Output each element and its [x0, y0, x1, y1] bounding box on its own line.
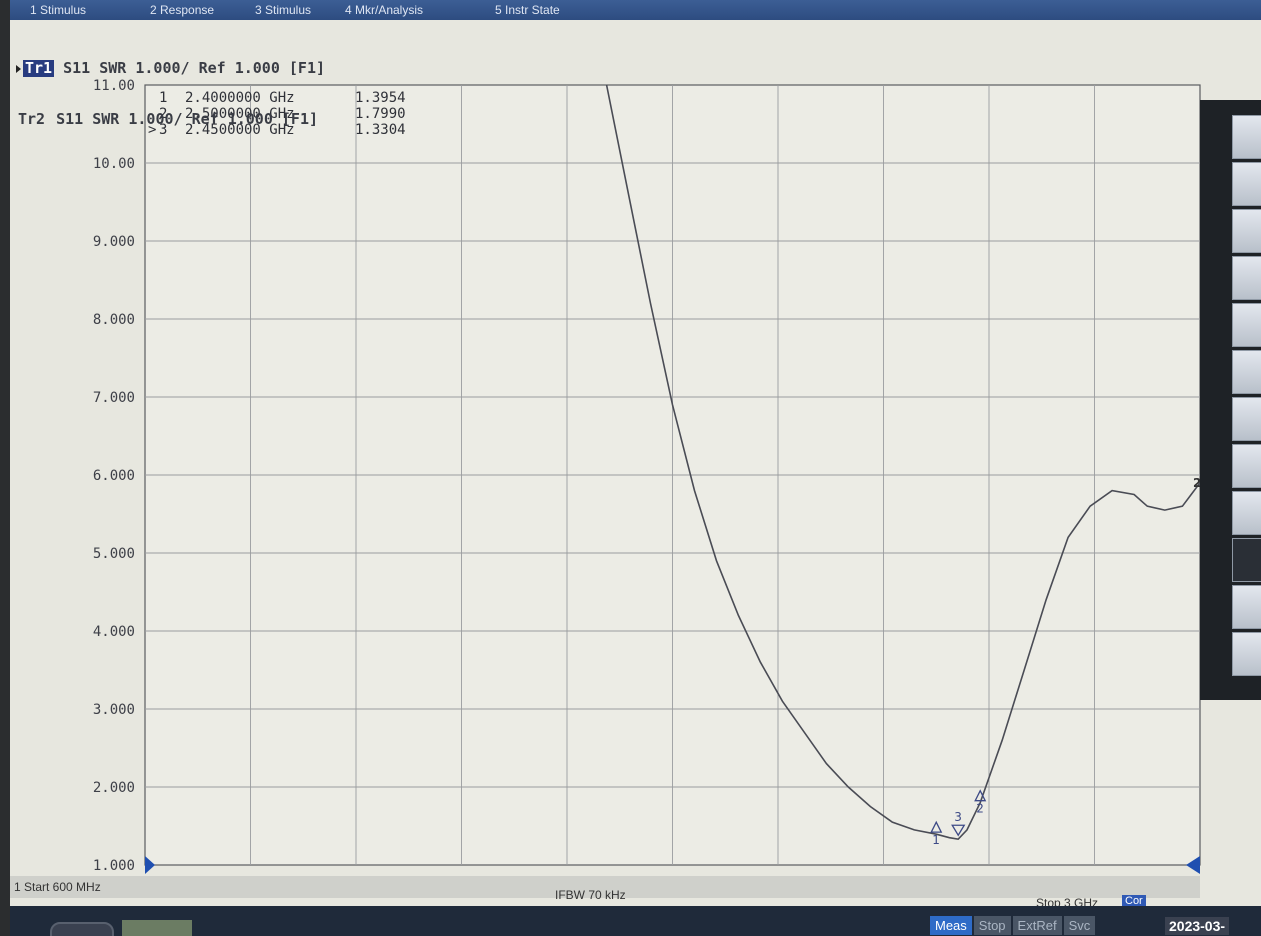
trace-label: Tr2 [18, 110, 46, 128]
softkey-2[interactable] [1232, 162, 1261, 206]
marker-table-value: 1.3304 [355, 122, 406, 138]
menu-item-response[interactable]: 2 Response [150, 3, 215, 17]
marker-table-id[interactable]: 2 [159, 106, 167, 122]
softkey-3[interactable] [1232, 209, 1261, 253]
marker-table-frequency: 2.5000000 GHz [185, 106, 295, 122]
marker-table-frequency: 2.4500000 GHz [185, 122, 295, 138]
y-tick-label: 4.000 [93, 624, 135, 640]
trace-header-tr2[interactable]: Tr2 S11 SWR 1.000/ Ref 1.000 [F1] [16, 111, 325, 128]
trace-format: SWR [92, 110, 120, 128]
marker-table-id[interactable]: 1 [159, 90, 167, 106]
y-tick-label: 9.000 [93, 234, 135, 250]
menu-item-instr-state[interactable]: 5 Instr State [495, 3, 560, 17]
softkey-4[interactable] [1232, 256, 1261, 300]
correction-badge: Cor [1122, 895, 1146, 907]
menu-bar: 1 Stimulus 2 Response 3 Stimulus 4 Mkr/A… [10, 0, 1261, 20]
trace-param: S11 [56, 110, 84, 128]
softkey-8[interactable] [1232, 444, 1261, 488]
marker-table-value: 1.7990 [355, 106, 406, 122]
softkey-7[interactable] [1232, 397, 1261, 441]
start-frequency[interactable]: 1 Start 600 MHz [14, 880, 101, 894]
trace-tag: [F1] [288, 59, 326, 77]
marker-1-label: 1 [932, 833, 940, 847]
reference-level-icon[interactable] [145, 856, 155, 874]
marker-table-prefix: > [148, 122, 156, 138]
menu-item-mkr-analysis[interactable]: 4 Mkr/Analysis [345, 3, 424, 17]
taskbar-button[interactable] [122, 920, 192, 936]
extref-button[interactable]: ExtRef [1012, 916, 1062, 935]
trace-header-tr1[interactable]: Tr1 S11 SWR 1.000/ Ref 1.000 [F1] [16, 60, 325, 77]
marker-2-icon[interactable] [974, 789, 987, 802]
trace-scale: 1.000/ [128, 110, 183, 128]
y-tick-label: 3.000 [93, 702, 135, 718]
marker-3-icon[interactable] [951, 824, 966, 837]
marker-table-frequency: 2.4000000 GHz [185, 90, 295, 106]
taskbar-pill-icon[interactable] [50, 922, 114, 936]
trace-format: SWR [99, 59, 127, 77]
softkey-panel [1200, 100, 1261, 700]
trace-ref: Ref 1.000 [198, 59, 280, 77]
softkey-5[interactable] [1232, 303, 1261, 347]
meas-button[interactable]: Meas [930, 916, 972, 935]
swr-trace-line [605, 84, 1201, 841]
trace-label: Tr1 [23, 59, 55, 77]
trace-ref: Ref 1.000 [191, 110, 273, 128]
analyzer-screen: 1 Stimulus 2 Response 3 Stimulus 4 Mkr/A… [10, 0, 1261, 936]
chart-area: 11.00 10.00 9.000 8.000 7.000 6.000 5.000 4.000… [10, 0, 1225, 900]
bottom-status-buttons: Meas Stop ExtRef Svc [930, 916, 1097, 936]
stop-button[interactable]: Stop [973, 916, 1011, 935]
trace-param: S11 [63, 59, 91, 77]
softkey-6[interactable] [1232, 350, 1261, 394]
marker-2-label: 2 [976, 802, 984, 816]
date-display: 2023-03- [1165, 917, 1230, 935]
y-tick-label: 11.00 [93, 78, 135, 94]
marker-3-label: 3 [954, 810, 962, 824]
marker-1-icon[interactable] [930, 820, 943, 833]
svc-button[interactable]: Svc [1063, 916, 1096, 935]
softkey-1[interactable] [1232, 115, 1261, 159]
y-tick-label: 2.000 [93, 780, 135, 796]
marker-table-id[interactable]: 3 [159, 122, 167, 138]
menu-item-stimulus[interactable]: 1 Stimulus [30, 3, 87, 17]
softkey-11[interactable] [1232, 585, 1261, 629]
trace-scale: 1.000/ [135, 59, 190, 77]
trace-tag: [F1] [281, 110, 319, 128]
trace-end-label: 2 [1193, 476, 1201, 490]
ifbw-readout[interactable]: IFBW 70 kHz [555, 888, 626, 902]
active-trace-arrow-icon [16, 65, 21, 73]
softkey-9[interactable] [1232, 491, 1261, 535]
softkey-10[interactable] [1232, 538, 1261, 582]
menu-item-stimulus-2[interactable]: 3 Stimulus [255, 3, 312, 17]
trace-headers: Tr1 S11 SWR 1.000/ Ref 1.000 [F1] Tr2 S1… [16, 26, 325, 162]
reference-level-right-icon[interactable] [1186, 856, 1200, 874]
y-tick-label: 1.000 [93, 858, 135, 874]
swr-chart: 11.00 10.00 9.000 8.000 7.000 6.000 5.000 4.000… [93, 78, 1201, 888]
y-tick-label: 5.000 [93, 546, 135, 562]
softkey-12[interactable] [1232, 632, 1261, 676]
y-tick-label: 10.00 [93, 156, 135, 172]
y-tick-label: 7.000 [93, 390, 135, 406]
y-tick-label: 6.000 [93, 468, 135, 484]
y-tick-label: 8.000 [93, 312, 135, 328]
status-bar: 1 Start 600 MHz IFBW 70 kHz Stop 3 GHz C… [10, 876, 1200, 910]
marker-table-value: 1.3954 [355, 90, 406, 106]
